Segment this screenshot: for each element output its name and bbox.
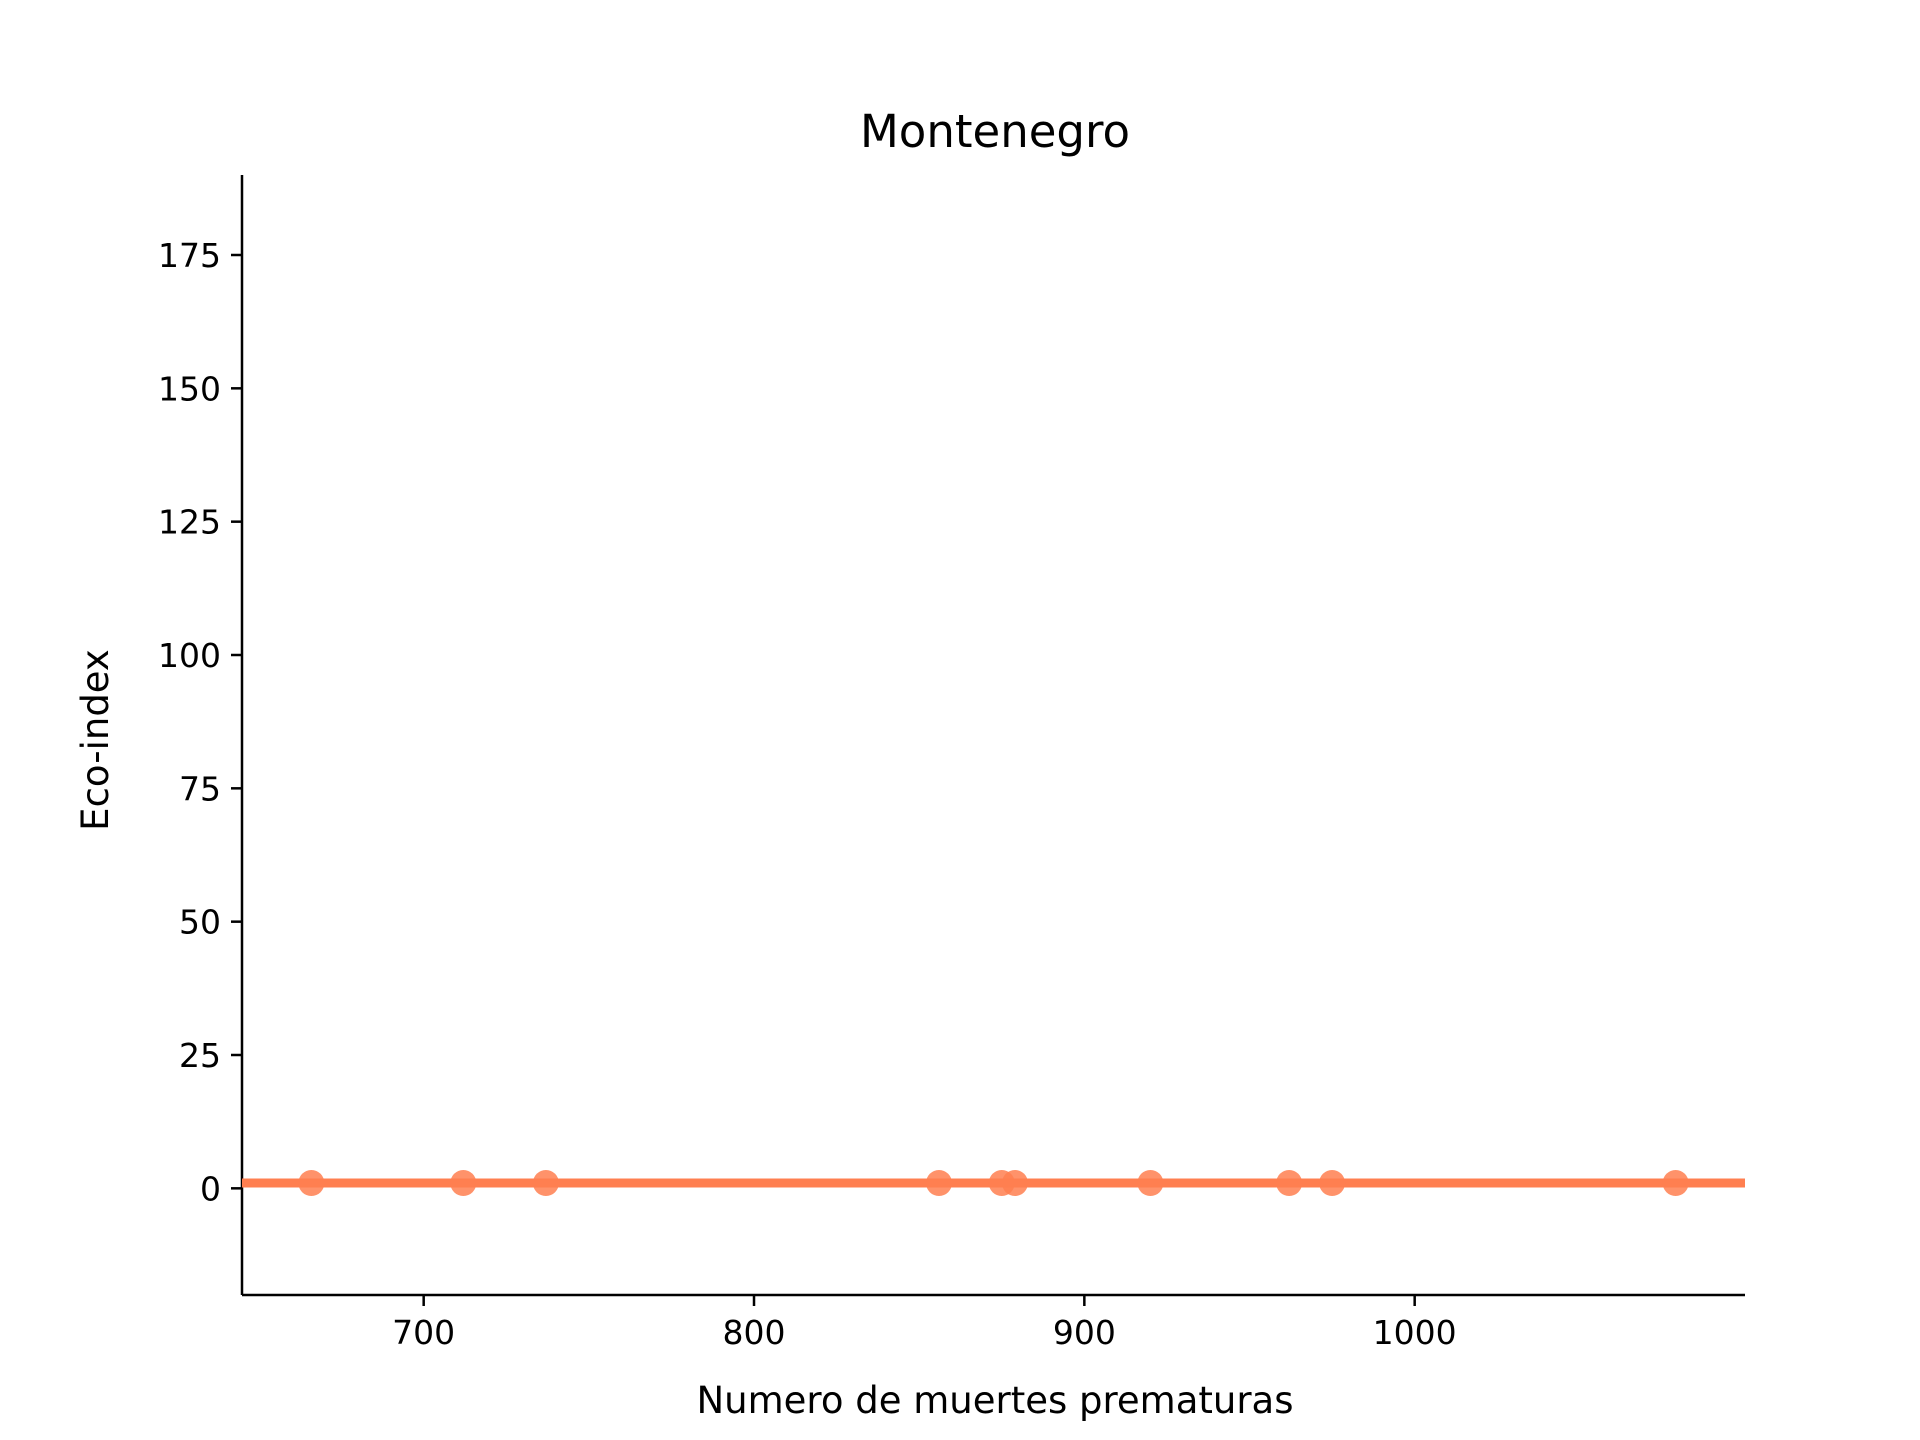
data-point	[450, 1170, 477, 1196]
x-tick-label: 1000	[1373, 1313, 1457, 1352]
plot-area: 700 800 900 1000 0 25 50 75 100 125 150 175	[158, 175, 1745, 1352]
x-tick-label: 800	[723, 1313, 786, 1352]
y-tick-label: 100	[158, 636, 221, 675]
x-axis-label: Numero de muertes prematuras	[696, 1379, 1293, 1422]
x-tick-label: 700	[392, 1313, 455, 1352]
data-point	[1319, 1170, 1346, 1196]
y-tick-label: 150	[158, 369, 221, 408]
data-point	[925, 1170, 952, 1196]
data-point	[1276, 1170, 1303, 1196]
y-axis-label: Eco-index	[74, 649, 117, 831]
chart-title: Montenegro	[860, 105, 1130, 158]
y-tick-label: 175	[158, 236, 221, 275]
y-tick-label: 125	[158, 503, 221, 542]
y-tick-label: 75	[179, 769, 221, 808]
data-point	[1137, 1170, 1164, 1196]
y-tick-label: 0	[200, 1169, 221, 1208]
data-point	[1662, 1170, 1689, 1196]
data-point	[1001, 1170, 1028, 1196]
x-tick-label: 900	[1053, 1313, 1116, 1352]
y-tick-label: 25	[179, 1036, 221, 1075]
data-point	[298, 1170, 325, 1196]
data-point	[532, 1170, 559, 1196]
y-tick-label: 50	[179, 903, 221, 942]
